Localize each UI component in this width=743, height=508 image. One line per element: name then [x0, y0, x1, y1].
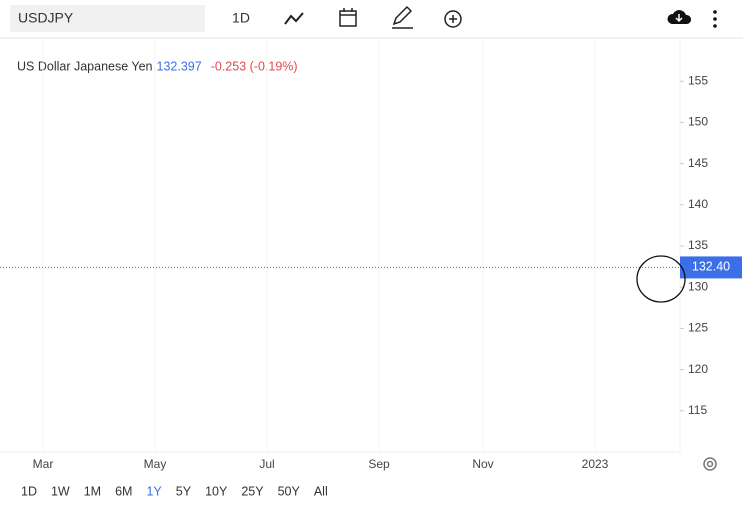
- range-button[interactable]: 6M: [115, 484, 132, 498]
- last-price-label: 132.40: [692, 260, 730, 274]
- calendar-icon[interactable]: [339, 8, 357, 27]
- legend-change: -0.253 (-0.19%): [211, 59, 298, 73]
- last-price-box: [680, 256, 742, 279]
- range-button[interactable]: 1D: [21, 484, 37, 498]
- range-button[interactable]: 1W: [51, 484, 70, 498]
- x-tick-label: Jul: [259, 457, 274, 471]
- y-tick-label: 130: [688, 279, 708, 293]
- x-tick-label: Nov: [472, 457, 493, 471]
- x-tick-label: 2023: [582, 457, 609, 471]
- download-icon[interactable]: [667, 10, 692, 24]
- symbol: USDJPY: [18, 10, 74, 26]
- range-button[interactable]: 1M: [84, 484, 101, 498]
- x-tick-label: Mar: [33, 457, 54, 471]
- range-button[interactable]: 10Y: [205, 484, 228, 498]
- annotation-circle: [636, 255, 686, 303]
- y-tick-label: 155: [688, 73, 708, 87]
- range-button[interactable]: 1Y: [146, 484, 162, 498]
- menu-icon[interactable]: [713, 10, 717, 28]
- range-button[interactable]: All: [314, 484, 328, 498]
- legend-name: US Dollar Japanese Yen: [17, 59, 153, 73]
- symbol-input[interactable]: [10, 5, 205, 32]
- y-tick-label: 145: [688, 156, 708, 170]
- chart-type-icon[interactable]: [284, 12, 304, 25]
- range-button[interactable]: 50Y: [278, 484, 301, 498]
- x-tick-label: May: [144, 457, 167, 471]
- y-tick-label: 120: [688, 362, 708, 376]
- settings-icon[interactable]: [703, 457, 717, 471]
- draw-icon[interactable]: [392, 5, 413, 29]
- range-button[interactable]: 25Y: [241, 484, 264, 498]
- add-icon[interactable]: [444, 10, 462, 28]
- interval-button[interactable]: 1D: [232, 10, 250, 26]
- y-tick-label: 150: [688, 115, 708, 129]
- x-tick-label: Sep: [368, 457, 390, 471]
- legend-price: 132.397: [157, 59, 202, 73]
- y-tick-label: 140: [688, 197, 708, 211]
- y-tick-label: 125: [688, 321, 708, 335]
- y-tick-label: 115: [688, 403, 707, 417]
- range-button[interactable]: 5Y: [176, 484, 192, 498]
- y-tick-label: 135: [688, 238, 708, 252]
